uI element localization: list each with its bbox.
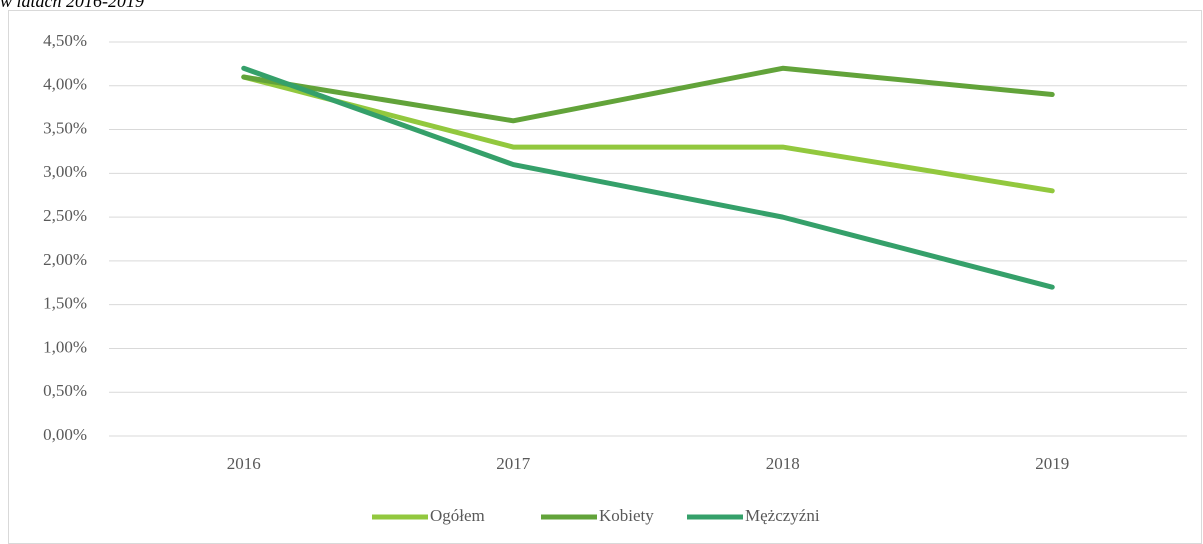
x-tick-label: 2017 [496, 454, 531, 473]
y-tick-label: 3,00% [43, 162, 87, 181]
y-tick-label: 0,50% [43, 381, 87, 400]
legend-label: Kobiety [599, 506, 654, 525]
chart-frame [8, 10, 1202, 544]
series-line [241, 74, 1055, 194]
series-line [241, 65, 1055, 290]
y-tick-label: 2,00% [43, 250, 87, 269]
y-tick-label: 3,50% [43, 118, 87, 137]
x-tick-label: 2016 [227, 454, 261, 473]
y-tick-label: 1,00% [43, 337, 87, 356]
chart-title: w latach 2016-2019 [0, 0, 144, 11]
legend-label: Ogółem [430, 506, 485, 525]
y-tick-label: 1,50% [43, 294, 87, 313]
x-tick-label: 2019 [1035, 454, 1069, 473]
y-tick-label: 4,50% [43, 31, 87, 50]
x-tick-label: 2018 [766, 454, 800, 473]
y-tick-label: 4,00% [43, 75, 87, 94]
legend-label: Mężczyźni [745, 506, 820, 525]
y-tick-label: 2,50% [43, 206, 87, 225]
y-tick-label: 0,00% [43, 425, 87, 444]
series-line [241, 65, 1055, 124]
